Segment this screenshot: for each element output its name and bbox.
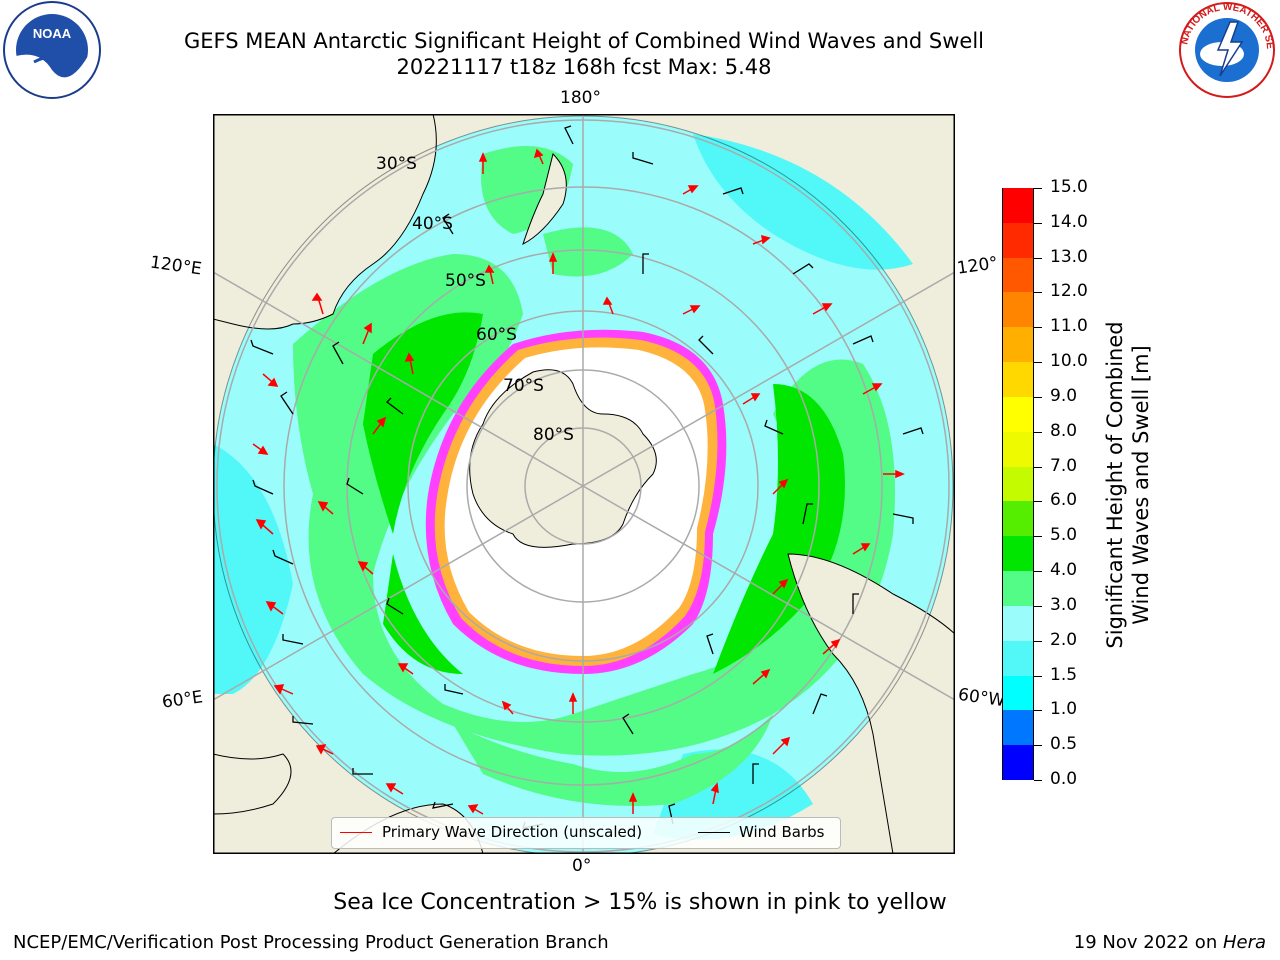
lon-label-120e: 120°E xyxy=(148,252,203,280)
colorbar-tick-mark xyxy=(1034,536,1042,538)
colorbar-segment xyxy=(1003,709,1033,746)
colorbar-label-line2: Wind Waves and Swell [m] xyxy=(1129,345,1153,625)
colorbar-tick-mark xyxy=(1034,362,1042,364)
colorbar-tick-mark xyxy=(1034,327,1042,329)
wave-direction-arrows xyxy=(252,148,905,815)
new-zealand-land xyxy=(522,153,567,245)
colorbar-tick-mark xyxy=(1034,571,1042,573)
colorbar-tick-label: 0.0 xyxy=(1050,769,1078,789)
lat-label-80s: 80°S xyxy=(533,425,574,445)
colorbar-tick-mark xyxy=(1034,745,1042,747)
colorbar-segment xyxy=(1003,570,1033,606)
colorbar-tick-label: 2.0 xyxy=(1050,629,1078,650)
colorbar-segment xyxy=(1003,744,1033,780)
title-line-1: GEFS MEAN Antarctic Significant Height o… xyxy=(183,29,985,53)
colorbar-segment xyxy=(1003,291,1033,328)
colorbar-tick-mark xyxy=(1034,466,1042,468)
noaa-logo: NOAA xyxy=(3,1,101,99)
footer-host: Hera xyxy=(1222,932,1266,953)
title-line-2: 20221117 t18z 168h fcst Max: 5.48 xyxy=(396,55,772,79)
legend-barb-line xyxy=(698,832,730,833)
colorbar-tick-label: 5.0 xyxy=(1050,525,1078,546)
colorbar-segment xyxy=(1003,326,1033,363)
lat-label-60s: 60°S xyxy=(476,325,517,345)
colorbar-tick-label: 12.0 xyxy=(1050,281,1088,302)
colorbar-label: Significant Height of Combined Wind Wave… xyxy=(1102,321,1154,648)
lat-label-50s: 50°S xyxy=(445,271,486,291)
lat-label-70s: 70°S xyxy=(503,376,544,396)
colorbar-tick-mark xyxy=(1034,431,1042,433)
australia-land xyxy=(213,114,437,330)
colorbar-tick-label: 10.0 xyxy=(1050,351,1088,372)
footer-date-text: 19 Nov 2022 on xyxy=(1073,932,1223,953)
lat-label-40s: 40°S xyxy=(412,214,453,234)
colorbar-tick-mark xyxy=(1034,710,1042,712)
colorbar-tick-mark xyxy=(1034,222,1042,224)
colorbar xyxy=(1002,187,1034,780)
wave-zone-high-2 xyxy=(713,384,845,674)
footer-branch: NCEP/EMC/Verification Post Processing Pr… xyxy=(13,932,609,953)
colorbar-tick-label: 11.0 xyxy=(1050,316,1088,337)
latitude-labels: 30°S 40°S 50°S 60°S 70°S 80°S xyxy=(376,154,574,445)
colorbar-tick-label: 15.0 xyxy=(1050,177,1088,197)
colorbar-tick-label: 8.0 xyxy=(1050,420,1078,441)
lon-label-0: 0° xyxy=(572,856,592,876)
colorbar-segment xyxy=(1003,535,1033,572)
colorbar-tick-mark xyxy=(1034,501,1042,503)
legend-wave-label: Primary Wave Direction (unscaled) xyxy=(382,823,643,841)
legend-wave-line xyxy=(340,832,372,833)
colorbar-tick-label: 3.0 xyxy=(1050,594,1078,615)
legend-barb-label: Wind Barbs xyxy=(739,823,825,841)
map-legend: Primary Wave Direction (unscaled) Wind B… xyxy=(331,817,841,849)
colorbar-tick-mark xyxy=(1034,292,1042,294)
colorbar-tick-label: 0.5 xyxy=(1050,734,1078,755)
colorbar-tick-mark xyxy=(1034,257,1042,259)
colorbar-tick-label: 7.0 xyxy=(1050,455,1078,476)
colorbar-tick-label: 1.0 xyxy=(1050,699,1078,720)
colorbar-segment xyxy=(1003,675,1033,711)
colorbar-tick-mark xyxy=(1034,605,1042,607)
colorbar-segment xyxy=(1003,605,1033,641)
lon-label-120w: 120° xyxy=(955,253,1000,279)
colorbar-tick-mark xyxy=(1034,396,1042,398)
south-america-land xyxy=(787,553,955,854)
colorbar-tick-mark xyxy=(1034,640,1042,642)
colorbar-segment xyxy=(1003,396,1033,432)
colorbar-segment xyxy=(1003,187,1033,223)
colorbar-segment xyxy=(1003,466,1033,502)
colorbar-tick-label: 1.5 xyxy=(1050,664,1078,685)
footer-date: 19 Nov 2022 on Hera xyxy=(1074,932,1266,953)
colorbar-tick-label: 9.0 xyxy=(1050,385,1078,406)
colorbar-tick-mark xyxy=(1034,188,1042,189)
meridians xyxy=(213,114,955,854)
africa-land xyxy=(213,753,292,815)
nws-logo: NATIONAL WEATHER SERVICE xyxy=(1174,0,1275,98)
colorbar-tick-label: 14.0 xyxy=(1050,211,1088,232)
lon-label-180: 180° xyxy=(560,88,601,108)
colorbar-tick-mark xyxy=(1034,780,1042,781)
colorbar-segment xyxy=(1003,640,1033,676)
colorbar-segment xyxy=(1003,257,1033,293)
lon-label-60e: 60°E xyxy=(160,687,205,713)
lat-label-30s: 30°S xyxy=(376,154,417,174)
lon-label-60w: 60°W xyxy=(956,684,1007,712)
colorbar-segment xyxy=(1003,222,1033,258)
sea-ice-note: Sea Ice Concentration > 15% is shown in … xyxy=(333,890,947,915)
colorbar-tick-label: 4.0 xyxy=(1050,560,1078,581)
colorbar-label-line1: Significant Height of Combined xyxy=(1103,321,1127,649)
map-frame xyxy=(213,114,955,854)
colorbar-segment xyxy=(1003,361,1033,397)
colorbar-tick-label: 6.0 xyxy=(1050,490,1078,511)
colorbar-tick-label: 13.0 xyxy=(1050,246,1088,267)
antarctic-wave-map: 30°S 40°S 50°S 60°S 70°S 80°S xyxy=(213,114,955,854)
colorbar-tick-mark xyxy=(1034,675,1042,677)
colorbar-segment xyxy=(1003,431,1033,467)
noaa-logo-text: NOAA xyxy=(33,26,72,41)
colorbar-segment xyxy=(1003,500,1033,537)
